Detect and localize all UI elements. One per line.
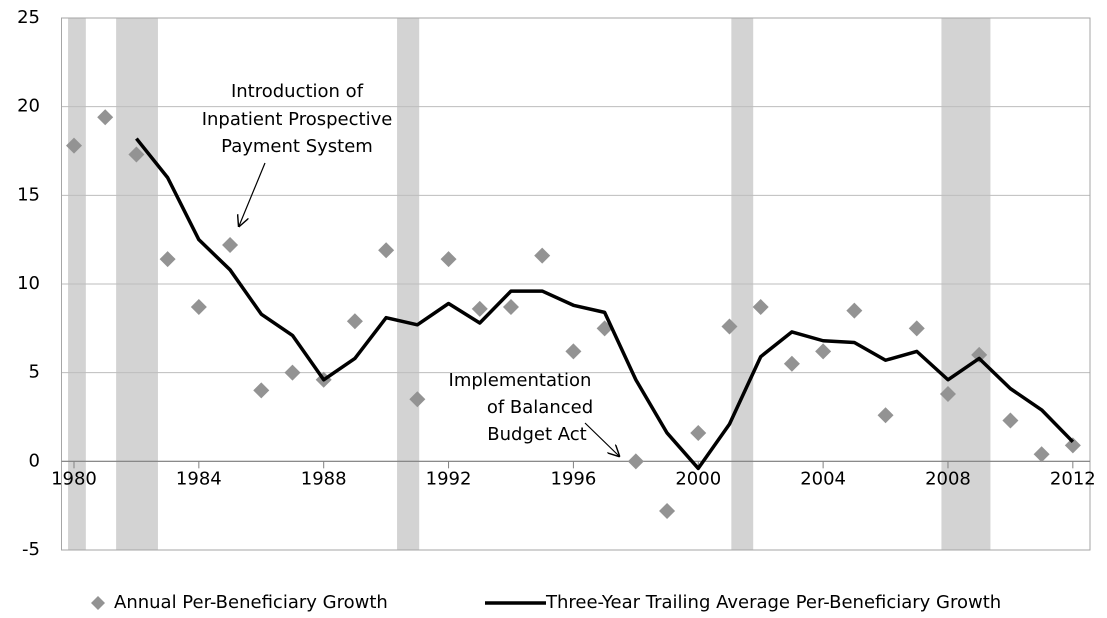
y-tick-label: 15: [17, 184, 40, 205]
data-point: [846, 302, 863, 319]
data-point: [1033, 446, 1050, 463]
data-point: [440, 251, 457, 268]
data-point: [534, 247, 551, 264]
data-point: [690, 424, 707, 441]
data-point: [222, 236, 239, 253]
grid-layer: -5 0 5 10 15 20 25 1980 1984 1988 1992 1996 2000 2004…: [17, 7, 1096, 560]
data-point: [346, 313, 363, 330]
x-tick-label: 2012: [1050, 468, 1096, 489]
data-point: [65, 137, 82, 154]
y-tick-label: 5: [29, 362, 40, 383]
data-point: [971, 346, 988, 363]
x-tick-label: 1992: [426, 468, 472, 489]
annotation-arrow: [584, 422, 619, 456]
annotation: Introduction of: [231, 81, 364, 102]
trend-line: [135, 137, 1075, 471]
data-point: [565, 343, 582, 360]
legend: Annual Per-Beneficiary Growth Three-Year …: [91, 592, 1001, 613]
data-point: [783, 355, 800, 372]
data-point: [502, 299, 519, 316]
y-tick-label: -5: [22, 539, 40, 560]
data-point: [159, 251, 176, 268]
data-point: [284, 364, 301, 381]
x-tick-label: 1988: [301, 468, 347, 489]
y-tick-label: 20: [17, 96, 40, 117]
plot-border: [61, 17, 1091, 551]
data-point: [190, 299, 207, 316]
data-point: [815, 343, 832, 360]
annotation: Inpatient Prospective: [202, 109, 393, 130]
y-tick-label: 25: [17, 7, 40, 28]
annotation: Payment System: [221, 136, 373, 157]
data-point: [128, 146, 145, 163]
x-tick-label: 1980: [51, 468, 97, 489]
y-tick-label: 10: [17, 273, 40, 294]
data-point: [1064, 437, 1081, 454]
data-point: [752, 299, 769, 316]
x-tick-label: 2008: [925, 468, 971, 489]
data-point: [253, 382, 270, 399]
mark-layer: [65, 109, 1081, 519]
data-point: [877, 407, 894, 424]
x-tick-label: 1996: [551, 468, 597, 489]
data-point: [627, 453, 644, 470]
annotation: Budget Act: [487, 424, 586, 445]
data-point: [471, 300, 488, 317]
x-tick-label: 1984: [176, 468, 222, 489]
legend-swatch: [91, 596, 105, 610]
data-point: [409, 391, 426, 408]
annotation: of Balanced: [487, 397, 593, 418]
y-tick-label: 0: [29, 450, 40, 471]
data-point: [378, 242, 395, 259]
legend-label: Annual Per-Beneficiary Growth: [114, 592, 388, 613]
data-point: [721, 318, 738, 335]
data-point: [908, 320, 925, 337]
x-tick-label: 2004: [800, 468, 846, 489]
data-point: [97, 109, 114, 126]
data-point: [1002, 412, 1019, 429]
annotation: Implementation: [449, 370, 592, 391]
data-point: [939, 385, 956, 402]
x-tick-label: 2000: [675, 468, 721, 489]
legend-label: Three-Year Trailing Average Per-Benefici…: [545, 592, 1001, 613]
data-point: [659, 502, 676, 519]
annotation-arrow: [239, 162, 266, 226]
